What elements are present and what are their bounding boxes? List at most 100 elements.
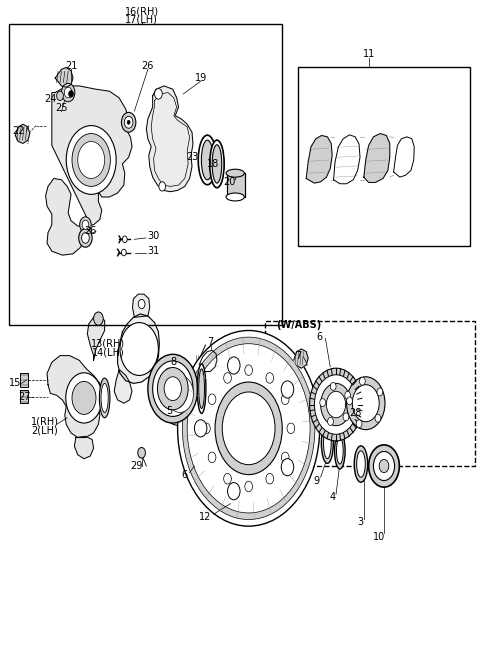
Polygon shape [55, 67, 73, 87]
Ellipse shape [322, 422, 333, 463]
Circle shape [182, 337, 315, 520]
Ellipse shape [210, 140, 224, 188]
Circle shape [320, 399, 325, 407]
Text: 15: 15 [9, 378, 22, 389]
Text: 14(LH): 14(LH) [92, 348, 124, 358]
Circle shape [157, 362, 203, 426]
Text: 29: 29 [131, 461, 143, 471]
Circle shape [178, 330, 320, 526]
Text: 16(RH): 16(RH) [124, 6, 159, 17]
Circle shape [165, 368, 173, 379]
Circle shape [326, 391, 346, 418]
Text: 23: 23 [186, 152, 198, 163]
Text: 21: 21 [65, 61, 77, 71]
Text: 26: 26 [142, 61, 154, 71]
Text: 17(LH): 17(LH) [125, 14, 158, 24]
Polygon shape [123, 323, 155, 373]
Circle shape [64, 87, 72, 98]
Circle shape [224, 373, 231, 383]
Circle shape [121, 112, 136, 132]
Circle shape [66, 126, 116, 194]
Circle shape [82, 220, 89, 229]
Circle shape [330, 383, 336, 391]
Text: 27: 27 [19, 391, 31, 402]
Circle shape [245, 365, 252, 375]
Circle shape [153, 361, 193, 416]
Circle shape [347, 377, 385, 430]
Text: 26: 26 [84, 226, 96, 237]
Ellipse shape [198, 135, 216, 184]
Text: 20: 20 [223, 176, 236, 187]
Circle shape [352, 385, 379, 422]
Text: 30: 30 [147, 231, 160, 241]
Circle shape [187, 344, 310, 513]
Circle shape [72, 381, 96, 414]
Ellipse shape [202, 140, 213, 180]
Ellipse shape [101, 383, 108, 412]
Text: 11: 11 [362, 49, 375, 59]
Circle shape [57, 91, 63, 100]
Text: 28: 28 [349, 408, 361, 418]
Ellipse shape [357, 451, 365, 477]
Circle shape [321, 383, 351, 426]
Polygon shape [334, 135, 360, 184]
Circle shape [82, 233, 89, 243]
Circle shape [343, 413, 349, 421]
Polygon shape [20, 373, 28, 387]
Text: 6: 6 [316, 332, 322, 342]
Circle shape [124, 116, 133, 128]
Circle shape [222, 392, 275, 465]
Circle shape [208, 452, 216, 463]
Text: 13(RH): 13(RH) [91, 338, 125, 349]
Text: 4: 4 [329, 492, 335, 502]
Text: 1(RH): 1(RH) [31, 416, 59, 427]
Circle shape [61, 83, 75, 102]
Circle shape [373, 451, 395, 481]
Polygon shape [132, 294, 150, 317]
Circle shape [281, 452, 289, 463]
Circle shape [78, 141, 105, 178]
Circle shape [347, 397, 352, 405]
Circle shape [224, 473, 231, 484]
Polygon shape [146, 86, 193, 192]
Text: 18: 18 [207, 159, 219, 169]
Circle shape [121, 249, 126, 256]
Polygon shape [20, 390, 28, 403]
Circle shape [360, 377, 365, 385]
Text: 12: 12 [199, 512, 212, 522]
Polygon shape [74, 436, 94, 459]
Circle shape [80, 217, 91, 233]
Circle shape [148, 354, 198, 423]
Circle shape [194, 420, 207, 437]
Bar [265, 321, 475, 466]
Circle shape [369, 445, 399, 487]
Circle shape [345, 391, 350, 399]
Polygon shape [364, 134, 390, 182]
Text: 5: 5 [166, 406, 172, 416]
Polygon shape [199, 350, 217, 371]
Circle shape [94, 312, 103, 325]
Bar [227, 173, 245, 197]
Circle shape [120, 323, 158, 375]
Circle shape [266, 473, 274, 484]
Ellipse shape [199, 369, 204, 408]
Circle shape [157, 368, 188, 410]
Polygon shape [47, 356, 103, 438]
Circle shape [208, 394, 216, 405]
Ellipse shape [226, 193, 244, 201]
Text: 2(LH): 2(LH) [31, 426, 58, 436]
Ellipse shape [99, 378, 110, 418]
Circle shape [281, 381, 294, 398]
Circle shape [122, 236, 127, 243]
Circle shape [127, 120, 130, 124]
Circle shape [314, 375, 358, 434]
Polygon shape [394, 137, 414, 177]
Text: 7: 7 [207, 337, 214, 348]
Ellipse shape [197, 364, 206, 414]
Circle shape [138, 299, 145, 309]
Circle shape [159, 182, 166, 191]
Circle shape [245, 481, 252, 492]
Text: 3: 3 [357, 517, 363, 527]
Text: 19: 19 [194, 73, 207, 83]
Circle shape [155, 89, 162, 99]
